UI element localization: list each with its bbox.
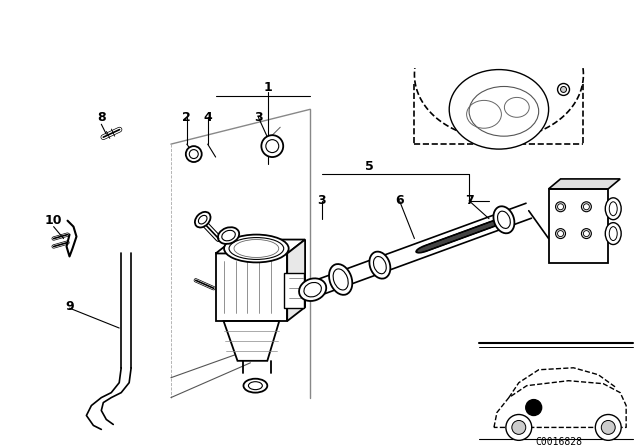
- Ellipse shape: [369, 252, 390, 279]
- Circle shape: [584, 231, 589, 237]
- Ellipse shape: [452, 231, 471, 240]
- Ellipse shape: [423, 244, 438, 250]
- Ellipse shape: [426, 240, 445, 249]
- Ellipse shape: [605, 223, 621, 245]
- Circle shape: [512, 421, 525, 435]
- Circle shape: [561, 86, 566, 92]
- Ellipse shape: [454, 232, 469, 238]
- Ellipse shape: [449, 234, 464, 240]
- Polygon shape: [548, 189, 608, 263]
- Ellipse shape: [243, 379, 268, 392]
- Circle shape: [557, 231, 564, 237]
- Ellipse shape: [431, 238, 451, 247]
- Text: 9: 9: [65, 300, 74, 313]
- Ellipse shape: [447, 233, 466, 241]
- Ellipse shape: [449, 69, 548, 149]
- Ellipse shape: [483, 220, 502, 228]
- Text: 1: 1: [264, 81, 273, 94]
- Text: 7: 7: [465, 194, 474, 207]
- Ellipse shape: [468, 225, 486, 234]
- Ellipse shape: [469, 86, 539, 136]
- Ellipse shape: [433, 240, 449, 246]
- Circle shape: [506, 414, 532, 440]
- Text: 8: 8: [97, 111, 106, 124]
- Ellipse shape: [224, 235, 289, 263]
- Circle shape: [556, 228, 566, 238]
- Circle shape: [525, 400, 541, 415]
- Bar: [216, 254, 287, 321]
- Ellipse shape: [470, 227, 484, 233]
- Ellipse shape: [329, 264, 352, 295]
- Circle shape: [584, 204, 589, 210]
- Circle shape: [581, 228, 591, 238]
- Text: 10: 10: [45, 214, 62, 227]
- Ellipse shape: [444, 236, 459, 242]
- Ellipse shape: [438, 238, 454, 244]
- Ellipse shape: [460, 230, 474, 237]
- Circle shape: [557, 204, 564, 210]
- Circle shape: [602, 421, 615, 435]
- Ellipse shape: [416, 244, 435, 253]
- Polygon shape: [171, 109, 310, 397]
- Ellipse shape: [186, 146, 202, 162]
- Ellipse shape: [493, 206, 515, 233]
- Text: 3: 3: [317, 194, 326, 207]
- Circle shape: [556, 202, 566, 212]
- Ellipse shape: [195, 212, 211, 228]
- Polygon shape: [548, 179, 620, 189]
- Ellipse shape: [421, 242, 440, 251]
- Ellipse shape: [299, 278, 326, 301]
- Text: C0016828: C0016828: [535, 437, 582, 448]
- Circle shape: [581, 202, 591, 212]
- Ellipse shape: [418, 246, 433, 252]
- Ellipse shape: [605, 198, 621, 220]
- Text: 6: 6: [396, 194, 404, 207]
- Ellipse shape: [480, 223, 495, 229]
- Ellipse shape: [475, 224, 490, 231]
- Circle shape: [557, 83, 570, 95]
- Polygon shape: [216, 240, 305, 254]
- Text: 5: 5: [365, 160, 374, 173]
- Ellipse shape: [218, 227, 239, 244]
- Ellipse shape: [465, 228, 479, 235]
- Text: 4: 4: [204, 111, 212, 124]
- Ellipse shape: [485, 221, 500, 227]
- Ellipse shape: [458, 229, 476, 238]
- Polygon shape: [223, 321, 279, 361]
- Text: 2: 2: [182, 111, 191, 124]
- Ellipse shape: [473, 223, 492, 232]
- Ellipse shape: [261, 135, 284, 157]
- Ellipse shape: [442, 235, 461, 243]
- Ellipse shape: [478, 221, 497, 230]
- Ellipse shape: [436, 237, 456, 246]
- Text: 3: 3: [254, 111, 262, 124]
- Ellipse shape: [463, 227, 481, 236]
- Ellipse shape: [428, 241, 443, 248]
- Polygon shape: [287, 240, 305, 321]
- Circle shape: [595, 414, 621, 440]
- Bar: [284, 273, 304, 308]
